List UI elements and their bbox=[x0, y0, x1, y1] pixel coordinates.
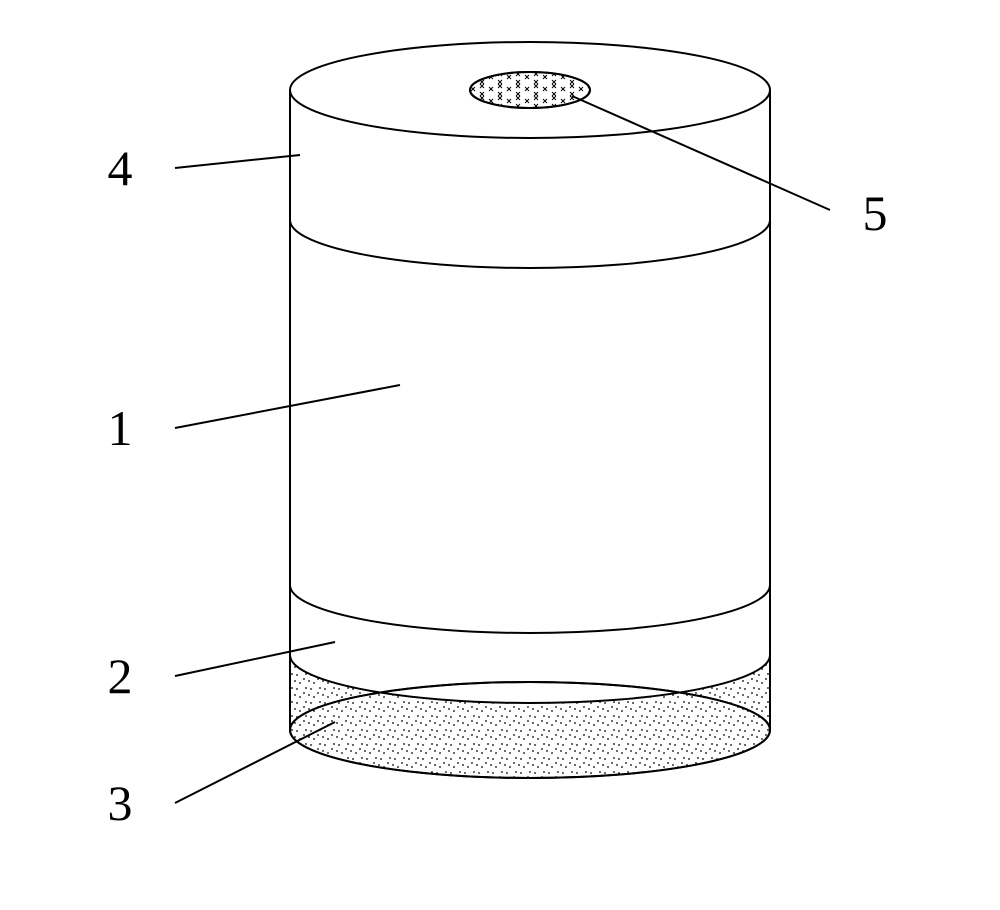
label-1: 1 bbox=[108, 400, 133, 456]
band-arc-top bbox=[290, 220, 770, 268]
leader-3 bbox=[175, 722, 335, 803]
leader-1 bbox=[175, 385, 400, 428]
label-4: 4 bbox=[108, 140, 133, 196]
leader-4 bbox=[175, 155, 300, 168]
technical-diagram: 4 1 2 3 5 bbox=[0, 0, 1000, 910]
band-arc-mid1 bbox=[290, 585, 770, 633]
label-3: 3 bbox=[108, 775, 133, 831]
label-2: 2 bbox=[108, 648, 133, 704]
leader-2 bbox=[175, 642, 335, 676]
label-5: 5 bbox=[863, 185, 888, 241]
stipple-band bbox=[290, 655, 770, 778]
